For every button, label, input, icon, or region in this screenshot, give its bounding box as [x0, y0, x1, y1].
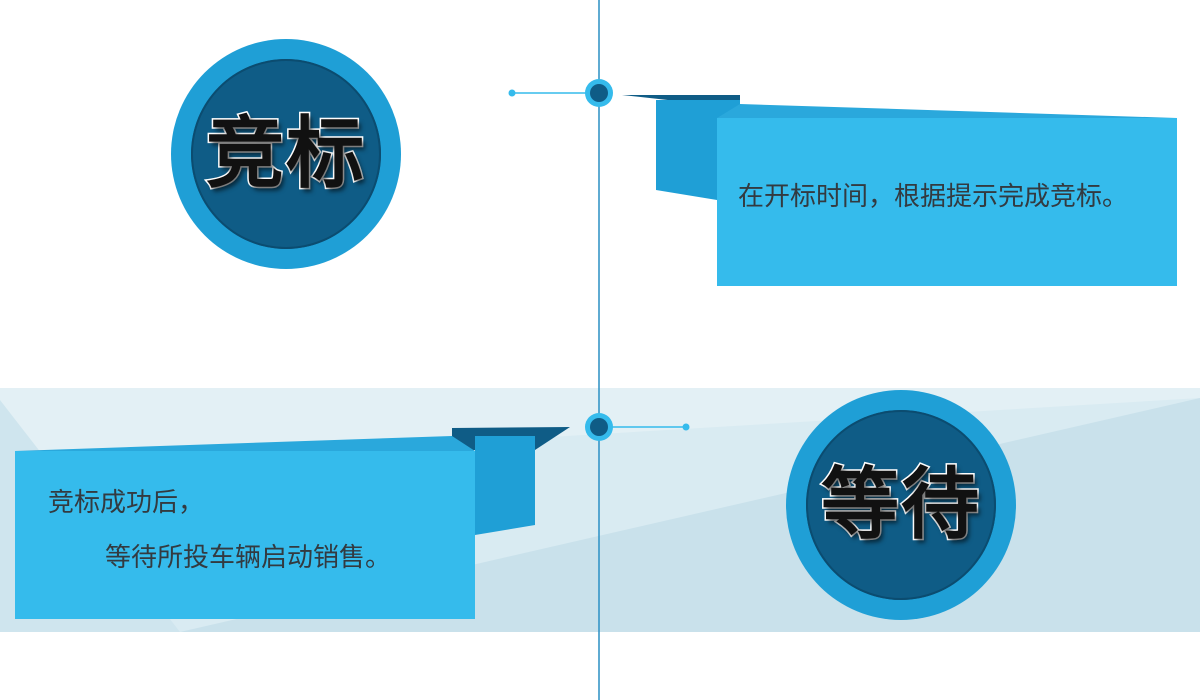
connector-dot-1 — [508, 89, 516, 97]
ribbon-1-panel — [717, 118, 1177, 286]
badge-circle-wait: 等待 — [786, 390, 1016, 620]
ribbon-1-top-edge — [717, 104, 1177, 118]
connector-dot-2 — [682, 423, 690, 431]
badge-circle-bid-inner: 竞标 — [191, 59, 381, 249]
ribbon-1-tail — [656, 100, 740, 200]
callout-wait-line1: 竞标成功后， — [48, 488, 205, 518]
callout-bid-text: 在开标时间，根据提示完成竞标。 — [738, 182, 1129, 212]
badge-circle-bid: 竞标 — [171, 39, 401, 269]
badge-circle-wait-inner: 等待 — [806, 410, 996, 600]
timeline-node-1-core — [590, 84, 608, 102]
badge-title-bid: 竞标 — [204, 109, 366, 199]
badge-title-wait: 等待 — [819, 460, 981, 550]
callout-wait-line2: 等待所投车辆启动销售。 — [105, 543, 392, 573]
ribbon-2-tail — [475, 436, 535, 535]
timeline-node-2-core — [590, 418, 608, 436]
ribbon-2-top-edge — [15, 436, 475, 451]
ribbon-2-panel — [15, 451, 475, 619]
